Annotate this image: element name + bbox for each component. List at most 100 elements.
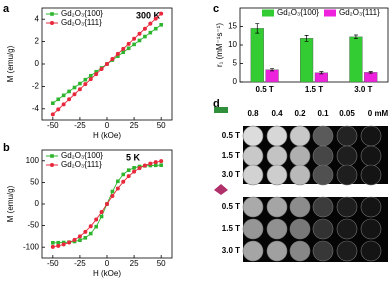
- phantom: [289, 145, 311, 167]
- annotation: 5 K: [126, 152, 141, 162]
- data-point: [110, 189, 115, 194]
- data-point: [153, 160, 158, 165]
- data-point: [159, 23, 163, 27]
- y-tick-label: 0: [35, 199, 40, 208]
- phantom: [336, 125, 358, 147]
- y-tick-label: 4: [35, 14, 40, 23]
- x-tick-label: -25: [74, 259, 86, 268]
- panel-label: b: [3, 142, 10, 154]
- x-tick-label: 25: [130, 121, 139, 130]
- phantom: [312, 218, 334, 240]
- legend-marker: [50, 21, 54, 25]
- error-bar: [255, 23, 260, 34]
- phantom: [242, 240, 264, 262]
- data-point: [51, 240, 55, 245]
- y-tick-label: 50: [30, 178, 39, 187]
- phantom: [360, 218, 382, 240]
- phantom: [336, 218, 358, 240]
- data-point: [88, 73, 93, 78]
- data-point: [115, 51, 120, 56]
- annotation: 300 K: [136, 10, 161, 20]
- data-point: [94, 70, 98, 74]
- data-point: [99, 214, 104, 219]
- x-tick-label: -25: [74, 121, 86, 130]
- data-point: [50, 112, 55, 117]
- phantom: [360, 145, 382, 167]
- data-point: [142, 26, 147, 31]
- concentration-label: 0 mM: [368, 109, 389, 118]
- legend-label: Gd₂O₃{111}: [61, 18, 102, 27]
- data-point: [83, 229, 88, 234]
- phantom: [360, 125, 382, 147]
- legend-label: Gd₂O₃{111}: [61, 160, 102, 169]
- data-point: [105, 202, 109, 206]
- y-tick-label: 15: [228, 22, 237, 31]
- data-point: [99, 67, 104, 72]
- data-point: [148, 30, 153, 35]
- error-bar: [368, 71, 373, 74]
- data-point: [51, 101, 55, 105]
- data-point: [61, 242, 66, 247]
- data-point: [116, 54, 120, 58]
- y-tick-label: 0: [35, 59, 40, 68]
- data-point: [105, 62, 109, 66]
- panel-label: a: [3, 3, 10, 15]
- data-point: [126, 41, 131, 46]
- phantom: [289, 125, 311, 147]
- phantom: [266, 240, 288, 262]
- icon-octa: [214, 184, 228, 195]
- data-point: [116, 179, 120, 184]
- phantom: [289, 218, 311, 240]
- y-axis-label: M (emu/g): [6, 185, 15, 222]
- data-point: [67, 97, 72, 102]
- x-tick-label: 25: [130, 259, 139, 268]
- data-point: [72, 85, 77, 90]
- error-bar: [353, 34, 358, 40]
- data-point: [121, 179, 126, 184]
- x-tick-label: 3.0 T: [354, 85, 372, 94]
- legend-label: Gd₂O₃{100}: [61, 151, 103, 160]
- phantom: [336, 196, 358, 218]
- data-point: [115, 186, 120, 191]
- data-point: [50, 244, 55, 249]
- data-point: [94, 72, 99, 77]
- bar: [364, 72, 378, 83]
- x-tick-label: 1.5 T: [305, 85, 323, 94]
- data-point: [56, 240, 61, 245]
- phantom: [336, 240, 358, 262]
- data-point: [126, 168, 131, 172]
- legend-marker: [50, 154, 54, 158]
- phantom: [266, 164, 288, 186]
- phantom: [266, 125, 288, 147]
- error-bar: [304, 35, 309, 42]
- data-point: [61, 102, 66, 107]
- data-point: [56, 97, 61, 102]
- data-point: [83, 77, 88, 82]
- phantom: [266, 218, 288, 240]
- field-label: 0.5 T: [222, 202, 240, 211]
- concentration-label: 0.8: [247, 109, 259, 118]
- data-point: [77, 234, 82, 239]
- data-point: [132, 36, 137, 41]
- data-point: [110, 56, 115, 61]
- data-point: [142, 163, 147, 168]
- phantom: [242, 218, 264, 240]
- legend-marker: [50, 12, 54, 16]
- icon-cube: [214, 107, 228, 113]
- legend-swatch: [324, 9, 336, 17]
- x-tick-label: 50: [157, 121, 166, 130]
- phantom: [242, 164, 264, 186]
- data-point: [56, 243, 61, 248]
- phantom: [336, 145, 358, 167]
- x-tick-label: -50: [47, 121, 59, 130]
- data-point: [159, 11, 164, 16]
- legend-swatch: [262, 9, 274, 17]
- concentration-label: 0.05: [339, 109, 355, 118]
- y-tick-label: 100: [26, 156, 40, 165]
- x-tick-label: -50: [47, 259, 59, 268]
- data-point: [88, 77, 93, 82]
- data-point: [137, 31, 142, 36]
- y-tick-label: 0: [233, 77, 238, 86]
- legend-label: Gd₂O₃{100}: [61, 9, 103, 18]
